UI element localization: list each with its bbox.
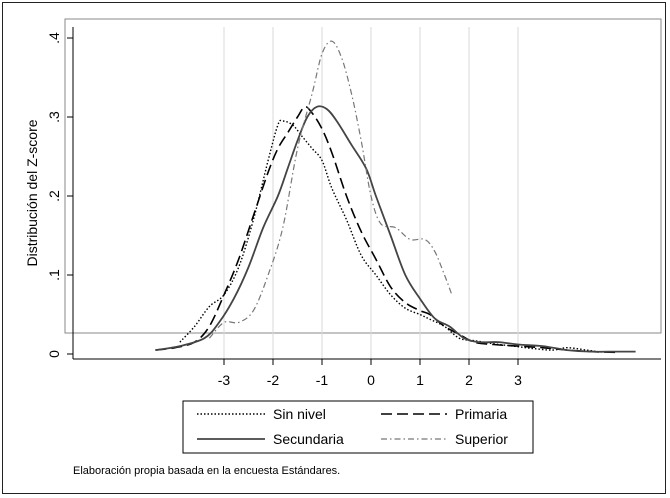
x-tick-label: -3 bbox=[218, 372, 231, 388]
x-tick-label: -2 bbox=[267, 372, 280, 388]
y-tick-label: 0 bbox=[46, 350, 62, 358]
chart-svg: Distribución del Z-score -3 -2 -1 0 1 2 3 0 .1 .2… bbox=[24, 18, 662, 454]
legend-box bbox=[182, 400, 534, 454]
source-note: Elaboración propia basada en la encuesta… bbox=[73, 465, 341, 477]
x-tick-label: 3 bbox=[514, 372, 522, 388]
grid-layer bbox=[223, 27, 519, 359]
series-line-primaria bbox=[155, 105, 617, 354]
chart-frame: Distribución del Z-score -3 -2 -1 0 1 2 3 0 .1 .2… bbox=[2, 2, 666, 494]
y-tick-label: .2 bbox=[46, 190, 62, 202]
legend-label-sin-nivel: Sin nivel bbox=[273, 406, 326, 422]
y-tick-label: .3 bbox=[46, 111, 62, 123]
legend-label-secundaria: Secundaria bbox=[273, 431, 344, 447]
series-layer bbox=[155, 40, 636, 354]
y-axis-label: Distribución del Z-score bbox=[24, 119, 40, 266]
legend-label-superior: Superior bbox=[455, 431, 508, 447]
x-tick-label: 0 bbox=[367, 372, 375, 388]
legend: Sin nivel Primaria Secundaria Superior bbox=[182, 400, 534, 454]
y-tick-label: .4 bbox=[46, 32, 62, 44]
series-line-secundaria bbox=[155, 105, 636, 353]
x-tick-label: 1 bbox=[416, 372, 424, 388]
legend-label-primaria: Primaria bbox=[455, 406, 507, 422]
plot-area-border bbox=[64, 18, 662, 334]
y-tick-label: .1 bbox=[46, 269, 62, 281]
x-tick-label: -1 bbox=[316, 372, 329, 388]
x-tick-label: 2 bbox=[465, 372, 473, 388]
axes-layer: Distribución del Z-score -3 -2 -1 0 1 2 3 0 .1 .2… bbox=[24, 27, 661, 388]
